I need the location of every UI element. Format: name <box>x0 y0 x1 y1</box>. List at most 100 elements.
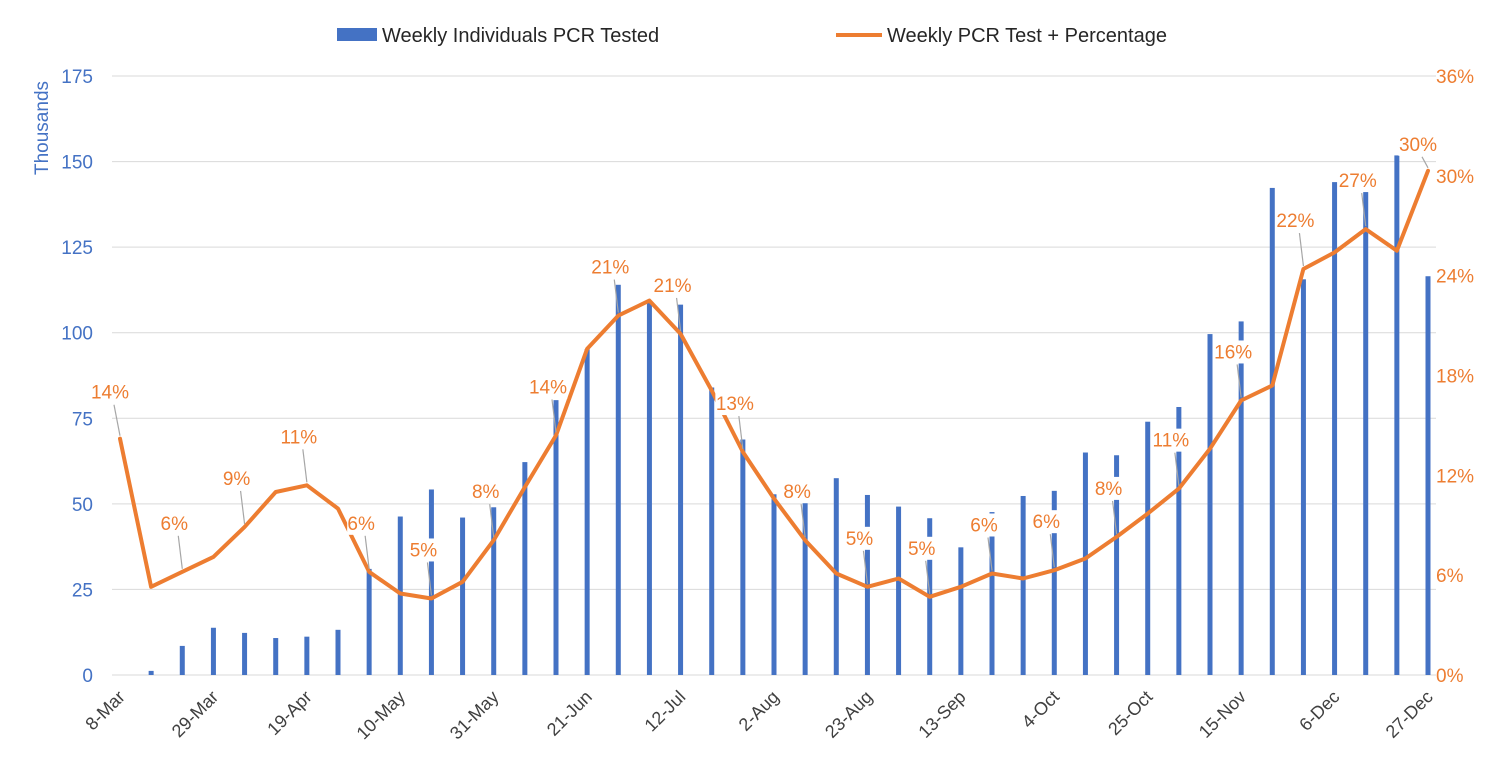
y-left-tick-label: 125 <box>61 238 93 259</box>
x-tick-label: 21-Jun <box>543 687 596 740</box>
data-label-bg <box>1094 476 1123 500</box>
x-tick-label: 31-May <box>446 687 503 744</box>
data-label-bg <box>1032 510 1061 534</box>
bar <box>522 462 528 675</box>
bar <box>460 517 466 675</box>
bar <box>1363 171 1369 675</box>
bar <box>1176 406 1182 675</box>
bar <box>1145 421 1151 675</box>
x-tick-label: 6-Dec <box>1295 687 1343 735</box>
bar <box>1394 155 1400 675</box>
bar <box>366 568 372 675</box>
data-label: 6% <box>970 516 998 537</box>
bar <box>273 638 279 675</box>
bar <box>335 629 341 675</box>
data-label-bg <box>528 375 568 399</box>
y-left-tick-label: 175 <box>61 67 93 88</box>
y-left-tick-label: 0 <box>82 666 93 687</box>
y-left-tick-label: 150 <box>61 153 93 174</box>
data-label-leader <box>862 550 869 584</box>
y-right-tick-label: 6% <box>1436 566 1464 587</box>
bar <box>242 632 248 675</box>
bar <box>1207 334 1213 675</box>
data-label: 5% <box>410 540 438 561</box>
data-label-bg <box>1338 169 1378 193</box>
data-label-bg <box>783 480 812 504</box>
bar <box>1051 490 1057 675</box>
data-label-leader <box>364 535 370 569</box>
bar <box>615 284 621 675</box>
y-left-tick-label: 100 <box>61 324 93 345</box>
data-label: 27% <box>1339 171 1377 192</box>
data-label: 6% <box>161 514 189 535</box>
data-label-leader <box>489 504 495 538</box>
data-label-leader <box>613 279 619 313</box>
bar <box>584 349 590 675</box>
legend-swatch-bar <box>337 28 377 41</box>
data-label: 21% <box>654 276 692 297</box>
data-label-bg <box>590 255 630 279</box>
data-label-leader <box>426 562 433 596</box>
data-label: 14% <box>529 377 567 398</box>
data-label-leader <box>925 560 931 594</box>
y-left-tick-label: 75 <box>72 409 93 430</box>
data-label: 5% <box>908 539 936 560</box>
x-tick-label: 25-Oct <box>1104 687 1156 739</box>
line-path <box>118 168 1430 601</box>
data-label: 11% <box>1153 431 1190 452</box>
x-tick-label: 13-Sep <box>914 687 969 742</box>
x-tick-label: 29-Mar <box>168 687 222 741</box>
data-label-leader <box>1111 500 1118 534</box>
bar <box>896 506 902 675</box>
y-left-tick-label: 50 <box>72 495 93 516</box>
y-right-tick-label: 12% <box>1436 466 1474 487</box>
data-label: 8% <box>1095 479 1123 500</box>
data-label: 6% <box>347 514 375 535</box>
bar <box>740 439 746 675</box>
data-label: 16% <box>1214 342 1252 363</box>
data-label-bg <box>1151 428 1191 452</box>
data-label: 14% <box>91 383 129 404</box>
y-right-tick-label: 18% <box>1436 367 1474 388</box>
data-label-leader <box>1236 364 1242 398</box>
data-label-bg <box>471 480 500 504</box>
data-label-bg <box>347 511 376 535</box>
bar <box>428 489 434 675</box>
data-label: 11% <box>281 427 318 448</box>
x-tick-label: 15-Nov <box>1195 687 1250 742</box>
y-left-tick-label: 25 <box>72 580 93 601</box>
data-label-bg <box>160 511 189 535</box>
bar <box>210 627 216 675</box>
x-tick-label: 23-Aug <box>821 687 876 742</box>
bar-series-weekly-individuals-pcr-tested <box>148 155 1431 675</box>
x-tick-label: 4-Oct <box>1018 687 1063 732</box>
x-tick-label: 2-Aug <box>735 687 783 735</box>
data-label-leader <box>113 404 121 436</box>
y-right-tick-label: 0% <box>1436 666 1464 687</box>
bar <box>179 645 185 675</box>
y-right-tick-label: 24% <box>1436 267 1474 288</box>
data-label: 8% <box>783 482 811 503</box>
bar <box>1300 279 1306 675</box>
bar <box>553 400 559 675</box>
data-label-leader <box>239 490 246 524</box>
data-label-layer: 14% 6% 9% 11% 6% 5% 8% 14% 21% 21% 13% 8% 5% 5% 6% 6% 8%… <box>90 132 1438 596</box>
data-label-leader <box>1298 232 1305 267</box>
data-label-leader <box>177 535 183 569</box>
data-label-bg <box>1398 132 1438 156</box>
data-label-bg <box>907 536 936 560</box>
x-tick-label: 27-Dec <box>1382 687 1437 742</box>
x-tick-label: 10-May <box>353 687 410 744</box>
data-label-leader <box>1421 156 1429 169</box>
data-label-leader <box>551 399 557 433</box>
bar <box>833 478 839 675</box>
y-right-tick-label: 30% <box>1436 167 1474 188</box>
x-tick-label: 12-Jul <box>641 687 690 736</box>
data-label-bg <box>90 380 130 404</box>
data-label-bg <box>279 425 319 449</box>
bar <box>1238 321 1244 675</box>
bar <box>989 512 995 675</box>
legend: Weekly Individuals PCR Tested Weekly PCR… <box>337 25 1167 47</box>
legend-label-line: Weekly PCR Test + Percentage <box>887 25 1167 47</box>
